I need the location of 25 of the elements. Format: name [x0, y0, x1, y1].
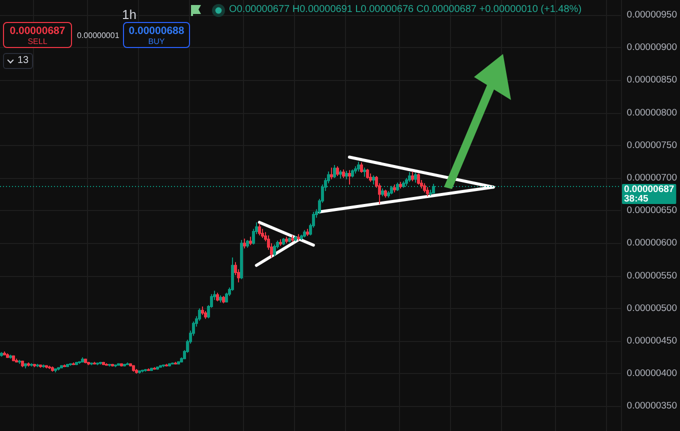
y-tick-label: 0.00000550 — [626, 270, 678, 282]
annotation: SELL — [28, 36, 48, 46]
y-tick-label: 0.00000700 — [626, 172, 678, 184]
sell-button: 0.00000687 SELL — [3, 22, 72, 48]
annotation: BUY — [148, 36, 165, 46]
annotation: 13 — [17, 55, 29, 66]
y-tick-label: 0.00000950 — [626, 9, 678, 20]
annotation: 0.00000001 — [77, 31, 120, 40]
ref-line-label: 0.00000687 38:45 — [624, 184, 674, 205]
y-tick-label: 0.00000900 — [626, 42, 678, 54]
y-tick-label: 0.00000400 — [626, 368, 678, 380]
text: 1h — [122, 7, 136, 22]
annotation: 0.00000688 — [128, 24, 184, 36]
y-tick-label: 0.00000800 — [626, 107, 678, 118]
y-tick-label: 0.00000500 — [626, 302, 678, 314]
y-tick-label: 0.00000600 — [626, 238, 678, 249]
y-tick-label: 0.00000350 — [626, 400, 678, 412]
annotation: 0.00000687 — [10, 24, 66, 36]
y-tick-label: 0.00000750 — [626, 140, 678, 151]
annotation: O0.00000677 H0.00000691 L0.00000676 C0.00000687 +0.00000010 (+1.48%) — [229, 4, 582, 16]
y-tick-label: 0.00000450 — [626, 336, 678, 347]
buy-button: 0.00000688 BUY — [123, 22, 190, 48]
y-tick-label: 0.00000850 — [626, 74, 678, 86]
toggle-button: 13 — [3, 53, 33, 69]
y-tick-label: 0.00000650 — [626, 205, 678, 216]
